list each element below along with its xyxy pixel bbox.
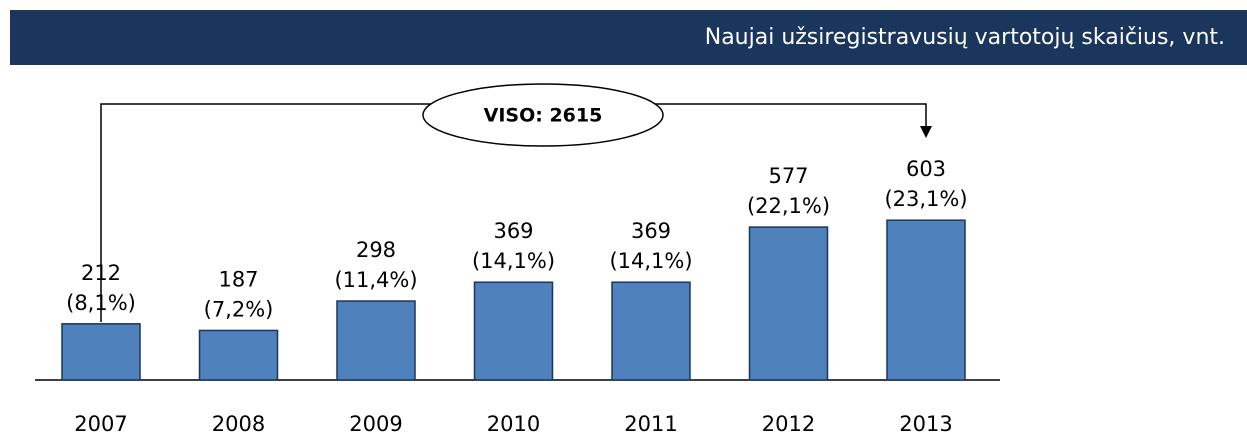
header-bar — [10, 10, 1247, 65]
percent-label: (7,2%) — [204, 297, 274, 321]
percent-label: (22,1%) — [747, 194, 830, 218]
percent-label: (11,4%) — [334, 268, 417, 292]
value-label: 603 — [906, 157, 946, 181]
percent-label: (23,1%) — [884, 187, 967, 211]
x-tick-label: 2013 — [899, 412, 952, 436]
x-tick-label: 2009 — [349, 412, 402, 436]
value-label: 369 — [631, 219, 671, 243]
bar — [473, 281, 554, 381]
total-ellipse — [422, 83, 664, 147]
value-label: 577 — [768, 164, 808, 188]
arrow-head — [920, 126, 932, 138]
percent-label: (14,1%) — [609, 249, 692, 273]
value-label: 369 — [493, 219, 533, 243]
bar — [748, 226, 829, 381]
x-tick-label: 2012 — [762, 412, 815, 436]
total-label: VISO: 2615 — [484, 105, 603, 127]
bar — [611, 281, 691, 381]
percent-label: (14,1%) — [472, 249, 555, 273]
bar — [336, 300, 416, 381]
bar — [61, 323, 141, 381]
x-tick-label: 2008 — [212, 412, 265, 436]
value-label: 212 — [81, 261, 121, 285]
bar — [198, 329, 279, 381]
value-label: 187 — [218, 267, 258, 291]
bar — [886, 219, 966, 381]
x-tick-label: 2007 — [74, 412, 127, 436]
percent-label: (8,1%) — [66, 291, 136, 315]
x-tick-label: 2010 — [487, 412, 540, 436]
value-label: 298 — [356, 238, 396, 262]
chart-title: Naujai užsiregistravusių vartotojų skaič… — [705, 25, 1225, 50]
x-tick-label: 2011 — [624, 412, 677, 436]
